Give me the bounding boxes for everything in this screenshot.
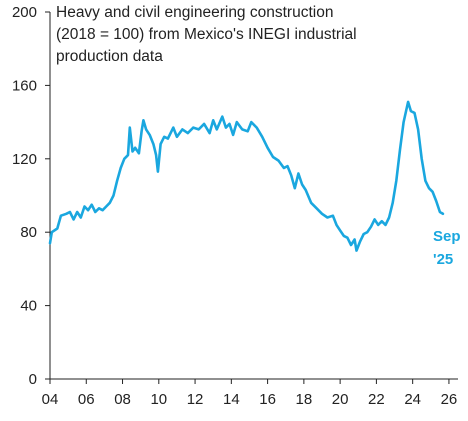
x-tick-label: 08 <box>114 391 131 408</box>
chart-title-line-2: (2018 = 100) from Mexico's INEGI industr… <box>56 26 357 43</box>
series-layer <box>48 100 445 252</box>
x-tick-label: 20 <box>332 391 349 408</box>
x-axis-ticks: 04 06 08 10 12 14 16 18 20 22 24 26 <box>42 379 458 408</box>
axes <box>49 12 458 380</box>
y-tick-label: 200 <box>12 4 37 21</box>
x-tick-label: 22 <box>368 391 385 408</box>
y-tick-label: 0 <box>29 371 37 388</box>
chart-title-line-1: Heavy and civil engineering construction <box>56 4 333 21</box>
y-tick-label: 80 <box>20 224 37 241</box>
y-tick-label: 120 <box>12 151 37 168</box>
x-tick-label: 18 <box>296 391 313 408</box>
chart-title-line-3: production data <box>56 48 163 65</box>
y-tick-label: 40 <box>20 298 37 315</box>
end-label: Sep '25 <box>433 228 461 268</box>
x-tick-label: 14 <box>223 391 240 408</box>
chart-title: Heavy and civil engineering construction… <box>56 4 357 65</box>
x-tick-label: 26 <box>441 391 458 408</box>
x-tick-label: 04 <box>42 391 59 408</box>
end-label-year: '25 <box>433 251 453 268</box>
y-tick-label: 160 <box>12 77 37 94</box>
x-tick-label: 06 <box>78 391 95 408</box>
x-tick-label: 10 <box>150 391 167 408</box>
y-axis-ticks: 0 40 80 120 160 200 <box>12 4 50 388</box>
x-tick-label: 16 <box>259 391 276 408</box>
x-tick-label: 12 <box>187 391 204 408</box>
series-line <box>48 100 445 252</box>
end-label-month: Sep <box>433 228 461 245</box>
x-tick-label: 24 <box>404 391 421 408</box>
